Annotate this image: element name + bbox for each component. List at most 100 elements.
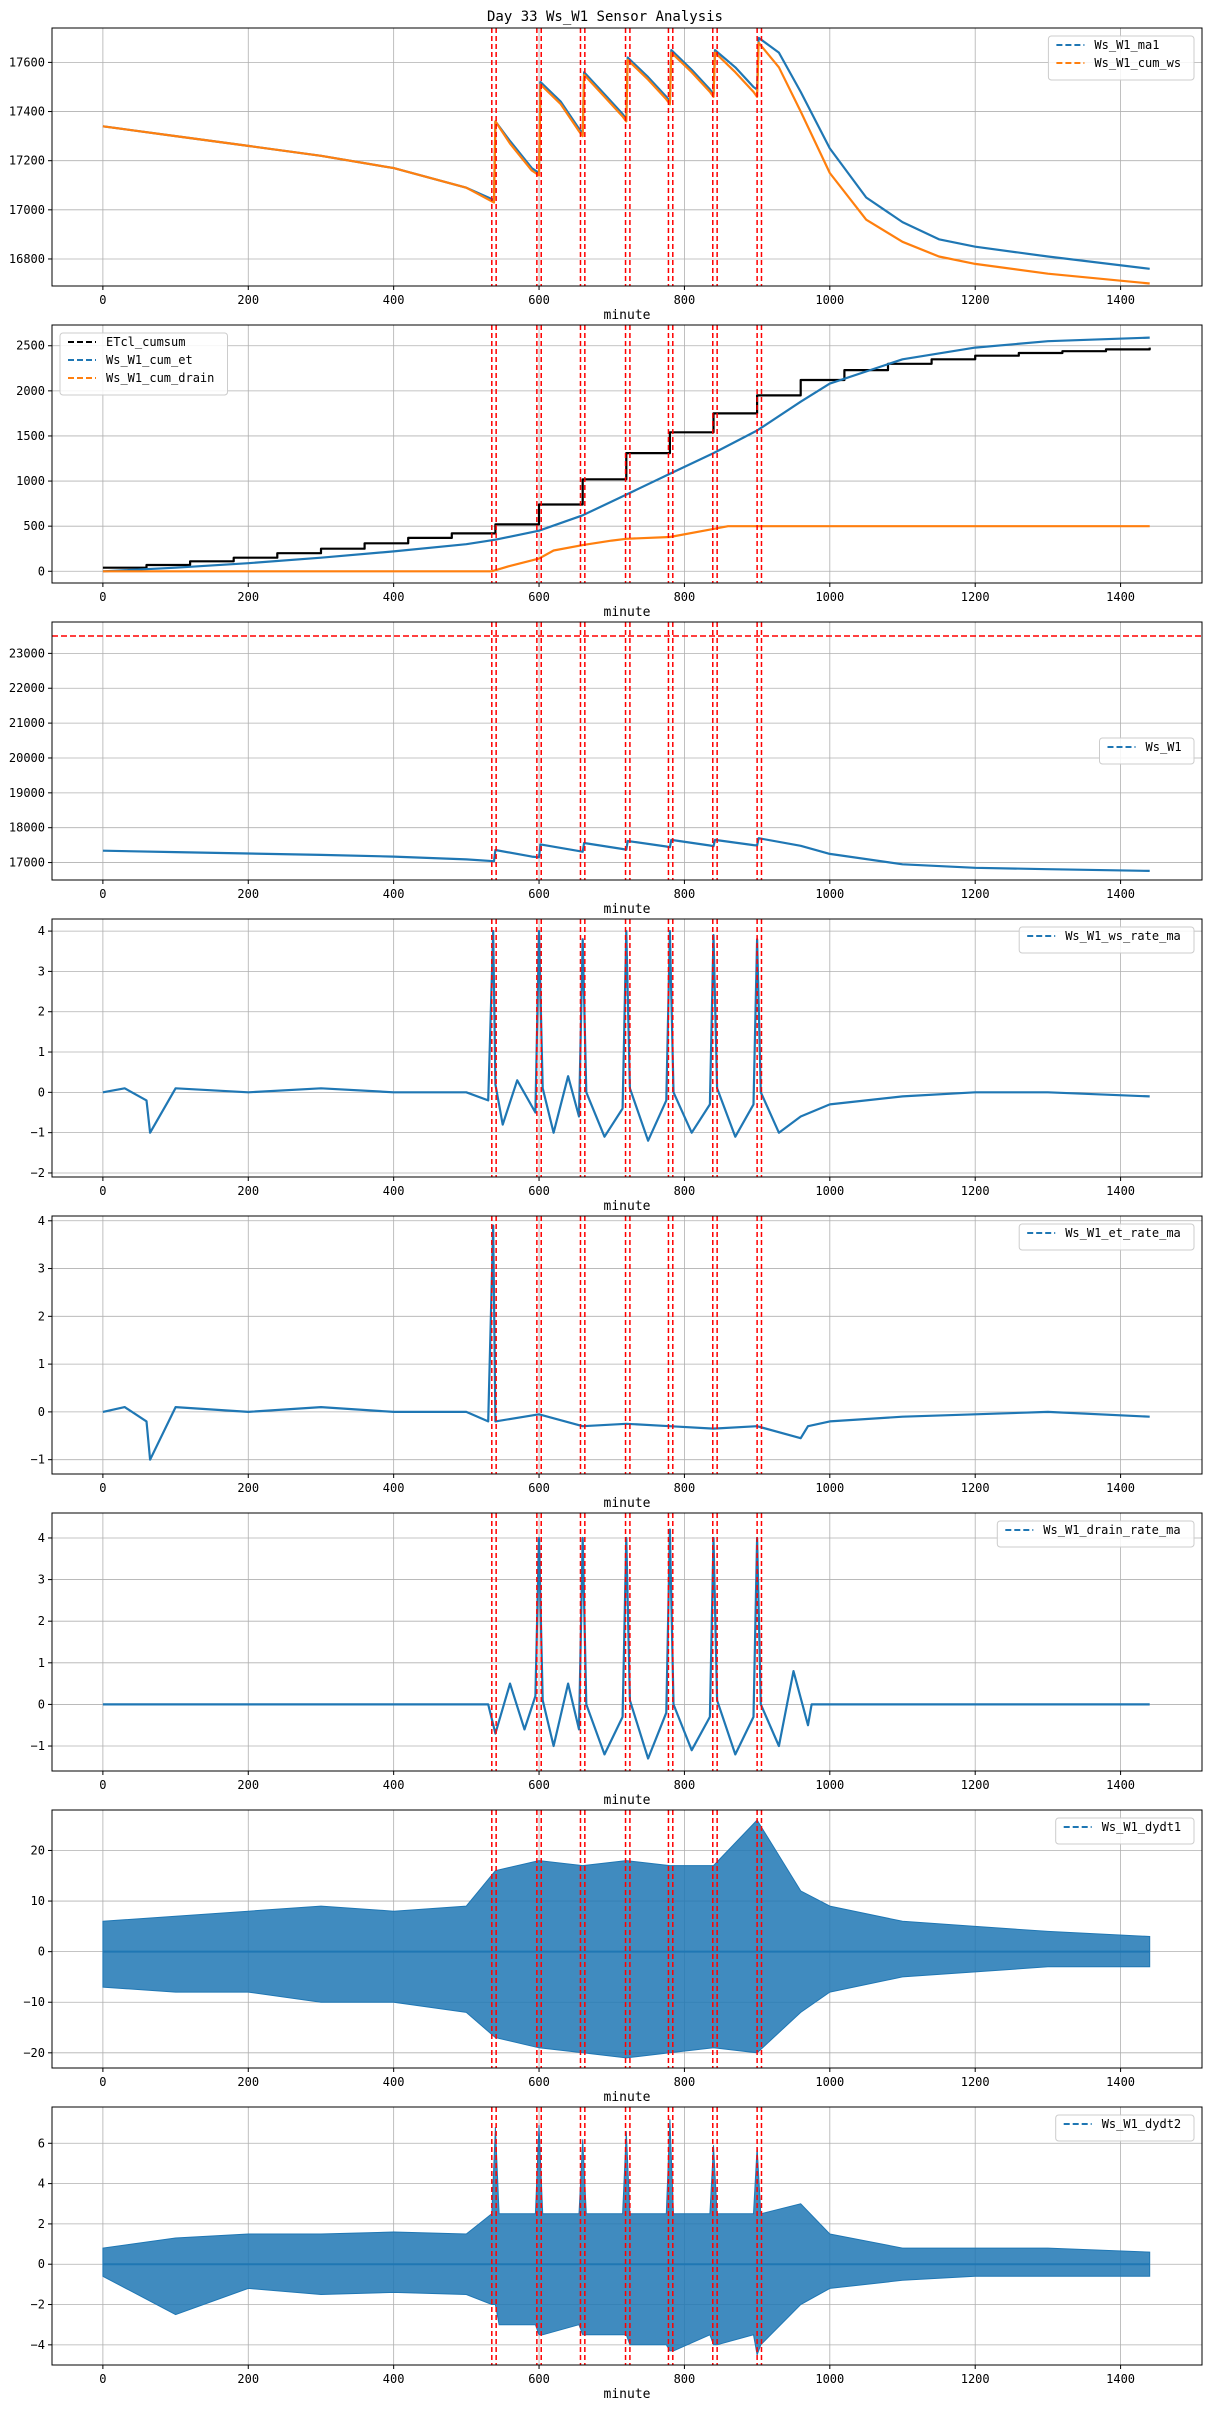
y-tick-label: 2000 — [16, 384, 45, 398]
series-envelope-Ws_W1_dydt1 — [102, 1819, 1151, 2059]
plot-area — [102, 28, 1150, 286]
y-tick-label: 22000 — [9, 681, 45, 695]
y-tick-label: 20000 — [9, 751, 45, 765]
legend-label: Ws_W1_dydt2 — [1102, 2117, 1181, 2131]
legend-label: Ws_W1_drain_rate_ma — [1043, 1523, 1180, 1537]
x-tick-label: 800 — [674, 2372, 696, 2386]
x-tick-label: 0 — [99, 1184, 106, 1198]
y-tick-label: 2500 — [16, 339, 45, 353]
plot-area — [102, 919, 1150, 1177]
y-tick-label: 19000 — [9, 786, 45, 800]
legend: Ws_W1_dydt2 — [1055, 2114, 1195, 2142]
y-tick-label: 17000 — [9, 856, 45, 870]
x-tick-label: 600 — [528, 2075, 550, 2089]
x-tick-label: 800 — [674, 590, 696, 604]
x-axis-label: minute — [604, 1199, 651, 1214]
legend-box — [996, 1520, 1195, 1548]
x-tick-label: 400 — [383, 590, 405, 604]
x-tick-label: 800 — [674, 293, 696, 307]
x-tick-label: 1200 — [961, 1778, 990, 1792]
legend: Ws_W1_dydt1 — [1055, 1817, 1195, 1845]
x-tick-label: 0 — [99, 1778, 106, 1792]
x-tick-label: 400 — [383, 887, 405, 901]
y-tick-label: 1000 — [16, 474, 45, 488]
legend-label: ETcl_cumsum — [106, 335, 185, 349]
x-tick-label: 800 — [674, 1481, 696, 1495]
x-tick-label: 400 — [383, 1778, 405, 1792]
legend-label: Ws_W1_et_rate_ma — [1065, 1226, 1181, 1240]
x-tick-label: 1000 — [815, 1184, 844, 1198]
x-tick-label: 200 — [237, 887, 259, 901]
y-tick-label: −1 — [31, 1126, 45, 1140]
x-axis-label: minute — [604, 1793, 651, 1808]
x-axis-label: minute — [604, 2090, 651, 2105]
series-envelope-Ws_W1_dydt2 — [102, 2119, 1151, 2357]
x-axis-label: minute — [604, 902, 651, 917]
x-tick-label: 200 — [237, 2372, 259, 2386]
x-tick-label: 400 — [383, 1184, 405, 1198]
x-tick-label: 400 — [383, 1481, 405, 1495]
x-tick-label: 1000 — [815, 293, 844, 307]
y-tick-label: 0 — [38, 1697, 45, 1711]
x-tick-label: 200 — [237, 1481, 259, 1495]
y-tick-label: 23000 — [9, 646, 45, 660]
legend-label: Ws_W1_cum_ws — [1094, 56, 1181, 70]
x-tick-label: 0 — [99, 1481, 106, 1495]
x-tick-label: 1000 — [815, 2372, 844, 2386]
x-tick-label: 200 — [237, 2075, 259, 2089]
y-tick-label: 20 — [31, 1843, 45, 1857]
chart-panel-1: 0 200 400 600 800 1000 1200 1400 16800 17000 17200… — [9, 27, 1203, 323]
legend-label: Ws_W1_cum_drain — [106, 371, 214, 385]
y-tick-label: 0 — [38, 2257, 45, 2271]
legend: Ws_W1_ws_rate_ma — [1018, 926, 1195, 954]
x-tick-label: 1400 — [1106, 2372, 1135, 2386]
y-tick-label: 18000 — [9, 821, 45, 835]
y-tick-label: 17400 — [9, 105, 45, 119]
legend-label: Ws_W1_ma1 — [1094, 38, 1159, 52]
y-tick-label: −1 — [31, 1453, 45, 1467]
y-tick-label: 1 — [38, 1656, 45, 1670]
y-tick-label: −4 — [31, 2338, 45, 2352]
y-tick-label: 0 — [38, 1945, 45, 1959]
series-line-Ws_W1 — [102, 837, 1150, 872]
plot-area — [102, 325, 1151, 583]
legend-box — [1047, 35, 1195, 81]
x-tick-label: 1400 — [1106, 887, 1135, 901]
axes-frame — [51, 621, 1203, 881]
y-tick-label: −1 — [31, 1739, 45, 1753]
x-tick-label: 200 — [237, 1184, 259, 1198]
y-tick-label: 17200 — [9, 154, 45, 168]
axes-frame — [51, 27, 1203, 287]
x-tick-label: 1000 — [815, 590, 844, 604]
x-tick-label: 800 — [674, 1778, 696, 1792]
legend: Ws_W1_drain_rate_ma — [996, 1520, 1195, 1548]
legend: Ws_W1_et_rate_ma — [1018, 1223, 1195, 1251]
y-tick-label: 2 — [38, 1309, 45, 1323]
axes-frame — [51, 1512, 1203, 1772]
x-axis-label: minute — [604, 2387, 651, 2402]
y-tick-label: 2 — [38, 1614, 45, 1628]
x-tick-label: 1400 — [1106, 2075, 1135, 2089]
x-tick-label: 1000 — [815, 1778, 844, 1792]
x-tick-label: 1000 — [815, 1481, 844, 1495]
axes-frame — [51, 1215, 1203, 1475]
y-tick-label: 1 — [38, 1357, 45, 1371]
legend-box — [1055, 2114, 1195, 2142]
y-tick-label: 16800 — [9, 252, 45, 266]
series-line-Ws_W1_cum_ws — [102, 41, 1150, 285]
x-tick-label: 800 — [674, 2075, 696, 2089]
x-tick-label: 1400 — [1106, 1778, 1135, 1792]
y-tick-label: −2 — [31, 2298, 45, 2312]
y-tick-label: 1 — [38, 1045, 45, 1059]
legend-box — [1018, 926, 1195, 954]
y-tick-label: 0 — [38, 1085, 45, 1099]
chart-panels: 0 200 400 600 800 1000 1200 1400168001700017200… — [9, 27, 1203, 2402]
x-tick-label: 600 — [528, 590, 550, 604]
legend-label: Ws_W1_cum_et — [106, 353, 193, 367]
chart-panel-3: 0 200 400 600 800 1000 1200 1400 17000 18000 19000… — [9, 621, 1203, 917]
axes-frame — [51, 1809, 1203, 2069]
legend-box — [1099, 737, 1195, 765]
x-axis-label: minute — [604, 605, 651, 620]
legend-box — [59, 332, 228, 396]
x-tick-label: 0 — [99, 590, 106, 604]
